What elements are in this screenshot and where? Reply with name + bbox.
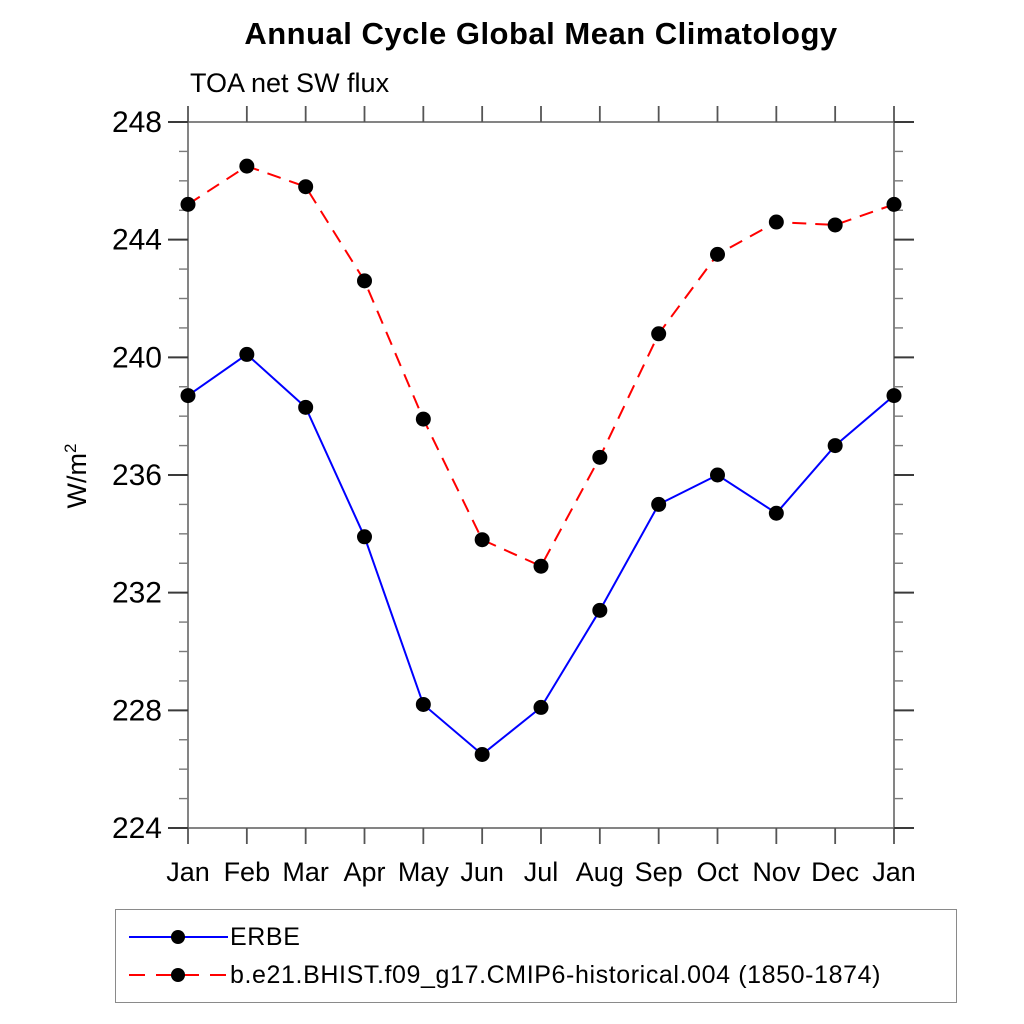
x-tick-label: Feb xyxy=(224,857,271,887)
y-tick-label: 248 xyxy=(112,106,162,139)
data-point-marker xyxy=(768,505,784,521)
x-tick-label: May xyxy=(398,857,450,887)
series-line xyxy=(187,165,895,568)
data-point-marker xyxy=(592,602,608,618)
data-point-marker xyxy=(474,746,490,762)
y-tick-label: 244 xyxy=(112,224,162,257)
data-point-marker xyxy=(827,217,843,233)
x-tick-label: Jan xyxy=(166,857,210,887)
y-axis-tick-labels: 224 228 232 236 240 244 248 xyxy=(112,106,162,845)
data-point-marker xyxy=(357,273,372,289)
x-tick-label: Aug xyxy=(576,857,624,887)
x-tick-label: Jul xyxy=(524,857,559,887)
data-point-marker xyxy=(886,388,902,404)
x-tick-label: Dec xyxy=(811,857,859,887)
x-axis-ticks xyxy=(187,106,895,844)
data-point-marker xyxy=(533,558,549,574)
data-point-marker xyxy=(768,214,784,230)
data-point-marker xyxy=(474,532,490,548)
data-point-marker xyxy=(239,346,255,362)
data-point-marker xyxy=(710,467,725,483)
series-erbe xyxy=(180,346,902,762)
data-point-marker xyxy=(239,158,255,174)
y-axis-ticks xyxy=(168,121,914,829)
data-point-marker xyxy=(415,696,431,712)
data-point-marker xyxy=(357,529,372,545)
y-tick-label: 228 xyxy=(112,694,162,727)
chart-title: Annual Cycle Global Mean Climatology xyxy=(244,16,838,51)
legend-item-erbe: ERBE xyxy=(128,921,956,953)
data-point-marker xyxy=(651,496,667,512)
plot-frame xyxy=(187,121,895,829)
legend-marker-icon xyxy=(171,968,185,982)
x-tick-label: Nov xyxy=(752,857,801,887)
legend-label-erbe: ERBE xyxy=(230,922,301,951)
legend-marker-icon xyxy=(171,930,185,944)
data-point-marker xyxy=(710,246,725,262)
data-point-marker xyxy=(415,411,431,427)
series-line xyxy=(187,353,895,756)
legend-line-sample-erbe xyxy=(129,930,228,944)
x-tick-label: Jan xyxy=(872,857,916,887)
legend-label-model: b.e21.BHIST.f09_g17.CMIP6-historical.004… xyxy=(230,960,881,989)
legend-box: ERBE b.e21.BHIST.f09_g17.CMIP6-historica… xyxy=(115,909,957,1003)
data-point-marker xyxy=(298,179,314,195)
y-tick-label: 236 xyxy=(112,459,162,492)
legend-line-sample-model xyxy=(129,968,228,982)
x-tick-label: Apr xyxy=(343,857,385,887)
x-tick-label: Jun xyxy=(460,857,504,887)
x-tick-label: Oct xyxy=(696,857,739,887)
y-tick-label: 232 xyxy=(112,577,162,610)
data-point-marker xyxy=(180,388,196,404)
data-point-marker xyxy=(592,449,608,465)
data-point-marker xyxy=(651,326,667,342)
data-point-marker xyxy=(180,196,196,212)
series-model xyxy=(180,158,902,574)
data-point-marker xyxy=(298,399,314,415)
x-tick-label: Mar xyxy=(282,857,329,887)
x-tick-label: Sep xyxy=(635,857,683,887)
x-axis-tick-labels: Jan Feb Mar Apr May Jun Jul Aug Sep Oct Nov Dec Jan xyxy=(166,857,916,887)
data-point-marker xyxy=(886,196,902,212)
data-point-marker xyxy=(827,438,843,454)
y-tick-label: 240 xyxy=(112,341,162,374)
y-tick-label: 224 xyxy=(112,812,162,845)
chart-subtitle: TOA net SW flux xyxy=(190,68,390,98)
legend-item-model: b.e21.BHIST.f09_g17.CMIP6-historical.004… xyxy=(128,959,956,991)
data-point-marker xyxy=(533,699,549,715)
